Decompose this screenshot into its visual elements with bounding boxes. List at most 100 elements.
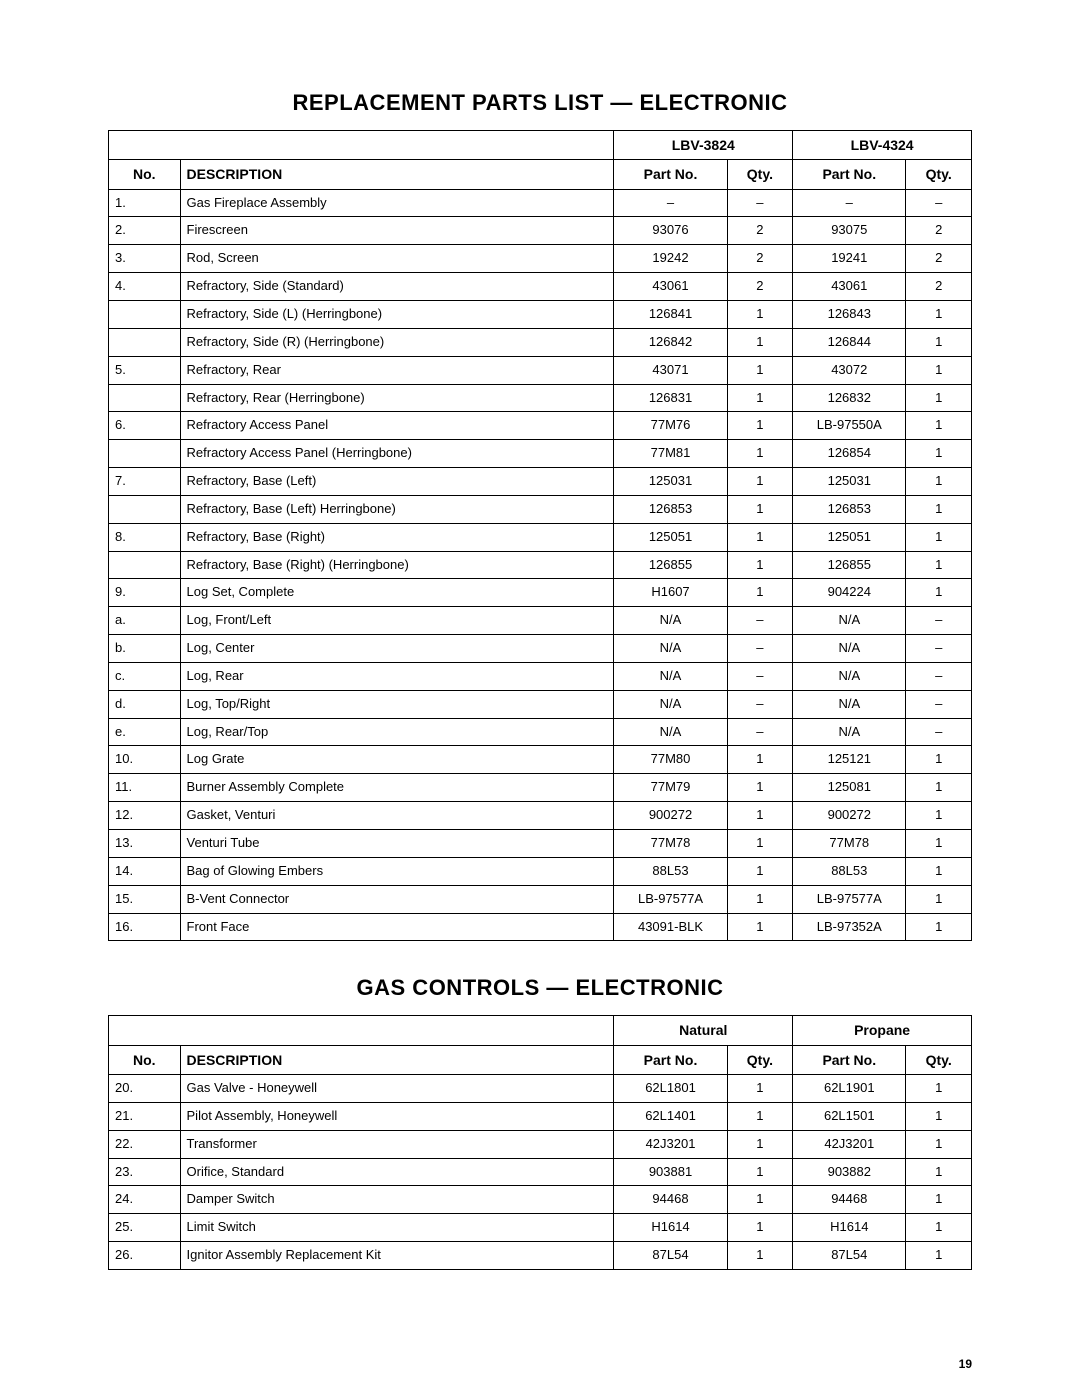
cell-desc: Log Grate: [180, 746, 614, 774]
cell-desc: Gasket, Venturi: [180, 802, 614, 830]
cell-no: 6.: [109, 412, 181, 440]
cell-desc: Refractory Access Panel (Herringbone): [180, 440, 614, 468]
cell-part-a: 126841: [614, 300, 727, 328]
col-qty-b-header-2: Qty.: [906, 1045, 972, 1074]
cell-no: 1.: [109, 189, 181, 217]
col-no-header-2: No.: [109, 1045, 181, 1074]
cell-qty-b: 1: [906, 885, 972, 913]
cell-qty-a: 1: [727, 802, 793, 830]
cell-part-a: 88L53: [614, 857, 727, 885]
cell-desc: B-Vent Connector: [180, 885, 614, 913]
cell-desc: Refractory, Side (L) (Herringbone): [180, 300, 614, 328]
table-row: 15.B-Vent ConnectorLB-97577A1LB-97577A1: [109, 885, 972, 913]
table-row: Refractory Access Panel (Herringbone)77M…: [109, 440, 972, 468]
table-row: d.Log, Top/RightN/A–N/A–: [109, 690, 972, 718]
cell-part-b: LB-97577A: [793, 885, 906, 913]
table-row: 6.Refractory Access Panel77M761LB-97550A…: [109, 412, 972, 440]
cell-part-b: H1614: [793, 1214, 906, 1242]
cell-desc: Venturi Tube: [180, 830, 614, 858]
cell-qty-a: 1: [727, 1158, 793, 1186]
cell-qty-a: 1: [727, 1102, 793, 1130]
cell-part-b: 126855: [793, 551, 906, 579]
cell-desc: Log, Center: [180, 635, 614, 663]
cell-part-a: 43061: [614, 273, 727, 301]
cell-qty-a: 1: [727, 913, 793, 941]
cell-qty-b: –: [906, 662, 972, 690]
col-part-b-header: Part No.: [793, 160, 906, 189]
cell-no: [109, 328, 181, 356]
cell-qty-b: 1: [906, 551, 972, 579]
cell-no: 22.: [109, 1130, 181, 1158]
cell-part-b: 42J3201: [793, 1130, 906, 1158]
table-row: Refractory, Base (Left) Herringbone)1268…: [109, 495, 972, 523]
cell-no: 13.: [109, 830, 181, 858]
cell-qty-a: 1: [727, 551, 793, 579]
cell-desc: Log, Top/Right: [180, 690, 614, 718]
cell-qty-a: 1: [727, 328, 793, 356]
cell-qty-a: 1: [727, 1186, 793, 1214]
cell-no: 7.: [109, 468, 181, 496]
cell-qty-b: 1: [906, 802, 972, 830]
cell-no: 11.: [109, 774, 181, 802]
table-row: b.Log, CenterN/A–N/A–: [109, 635, 972, 663]
table-row: 13.Venturi Tube77M78177M781: [109, 830, 972, 858]
cell-qty-a: 1: [727, 412, 793, 440]
cell-part-b: 900272: [793, 802, 906, 830]
cell-qty-b: 1: [906, 1130, 972, 1158]
table-row: 4.Refractory, Side (Standard)43061243061…: [109, 273, 972, 301]
cell-part-b: 125051: [793, 523, 906, 551]
table-row: Refractory, Side (R) (Herringbone)126842…: [109, 328, 972, 356]
cell-qty-a: 2: [727, 273, 793, 301]
cell-no: b.: [109, 635, 181, 663]
page: REPLACEMENT PARTS LIST — ELECTRONIC LBV-…: [0, 0, 1080, 1397]
cell-qty-a: –: [727, 718, 793, 746]
cell-qty-a: 1: [727, 579, 793, 607]
cell-qty-b: 1: [906, 495, 972, 523]
cell-qty-a: –: [727, 635, 793, 663]
cell-qty-b: 1: [906, 300, 972, 328]
cell-qty-b: –: [906, 607, 972, 635]
cell-desc: Damper Switch: [180, 1186, 614, 1214]
cell-no: c.: [109, 662, 181, 690]
cell-part-b: 43061: [793, 273, 906, 301]
cell-qty-a: 1: [727, 495, 793, 523]
cell-desc: Refractory, Rear (Herringbone): [180, 384, 614, 412]
cell-part-a: 43071: [614, 356, 727, 384]
table-row: 22.Transformer42J3201142J32011: [109, 1130, 972, 1158]
cell-desc: Refractory Access Panel: [180, 412, 614, 440]
cell-qty-b: 2: [906, 217, 972, 245]
model-a-header-2: Natural: [614, 1016, 793, 1045]
cell-part-b: 126844: [793, 328, 906, 356]
cell-no: 8.: [109, 523, 181, 551]
cell-qty-b: –: [906, 690, 972, 718]
cell-no: [109, 495, 181, 523]
cell-qty-a: 1: [727, 1074, 793, 1102]
cell-qty-b: 1: [906, 328, 972, 356]
cell-part-b: 126832: [793, 384, 906, 412]
cell-qty-a: 1: [727, 523, 793, 551]
cell-qty-b: 1: [906, 1158, 972, 1186]
cell-no: 10.: [109, 746, 181, 774]
table-row: 24.Damper Switch944681944681: [109, 1186, 972, 1214]
table-row: 3.Rod, Screen192422192412: [109, 245, 972, 273]
table-row: 21.Pilot Assembly, Honeywell62L1401162L1…: [109, 1102, 972, 1130]
cell-qty-b: 1: [906, 774, 972, 802]
cell-part-a: 125031: [614, 468, 727, 496]
table-row: e.Log, Rear/TopN/A–N/A–: [109, 718, 972, 746]
model-b-header: LBV-4324: [793, 131, 972, 160]
cell-desc: Log, Rear/Top: [180, 718, 614, 746]
cell-no: [109, 440, 181, 468]
cell-desc: Gas Valve - Honeywell: [180, 1074, 614, 1102]
cell-desc: Log, Rear: [180, 662, 614, 690]
cell-part-b: N/A: [793, 635, 906, 663]
cell-part-a: –: [614, 189, 727, 217]
cell-qty-a: 1: [727, 440, 793, 468]
cell-desc: Pilot Assembly, Honeywell: [180, 1102, 614, 1130]
cell-part-b: N/A: [793, 718, 906, 746]
cell-part-a: 126842: [614, 328, 727, 356]
table-row: a.Log, Front/LeftN/A–N/A–: [109, 607, 972, 635]
cell-no: 26.: [109, 1242, 181, 1270]
cell-part-b: N/A: [793, 690, 906, 718]
cell-qty-b: 1: [906, 1214, 972, 1242]
col-qty-b-header: Qty.: [906, 160, 972, 189]
